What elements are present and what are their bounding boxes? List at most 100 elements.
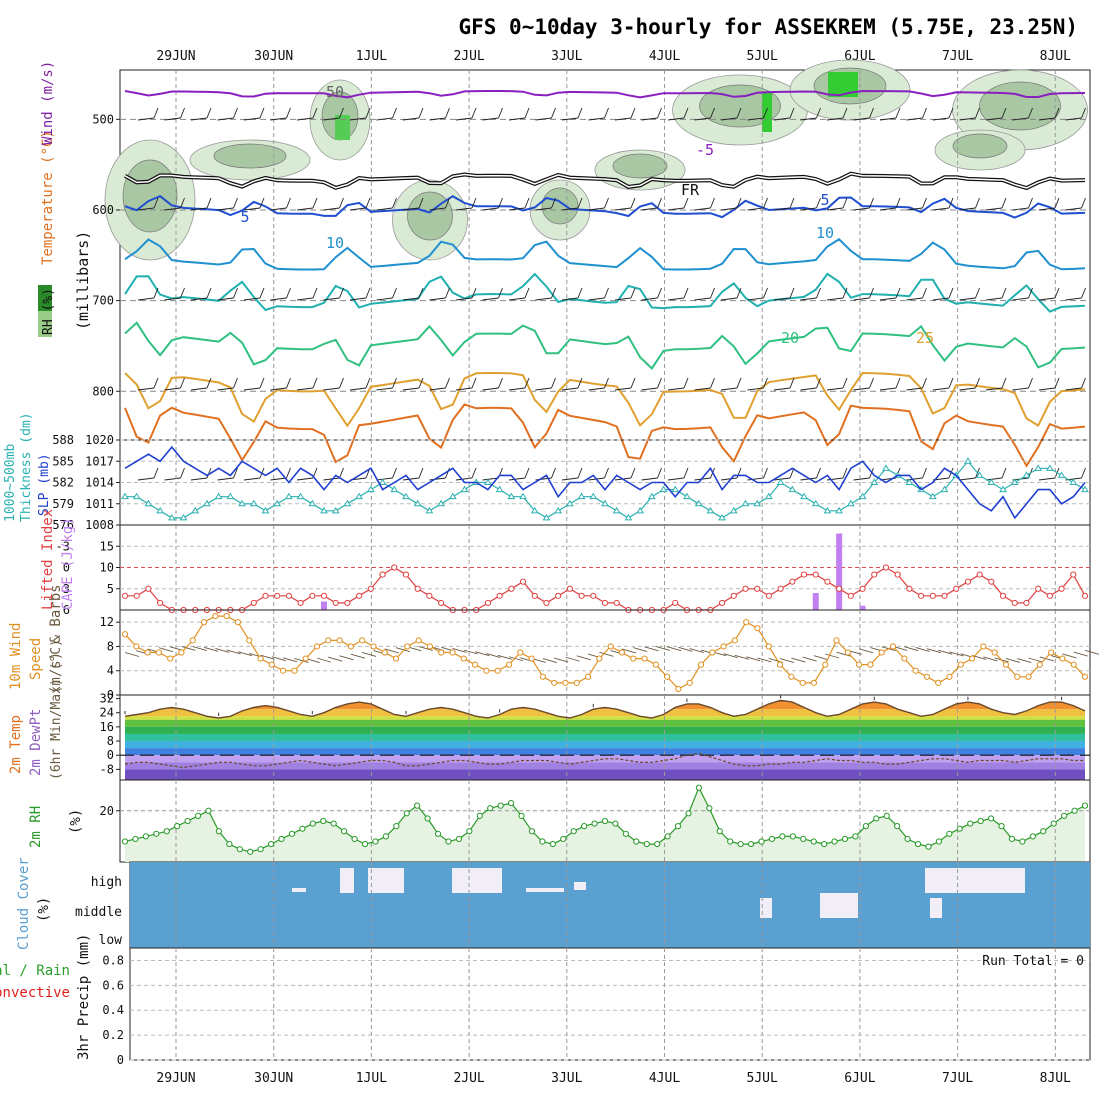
wind-barb [959,117,976,121]
thickness-marker [987,478,996,485]
wind-barb-10m [791,657,806,663]
wind-barb [270,387,287,391]
wind-barb [190,387,208,391]
wind-speed-marker [788,673,795,680]
wind-barb-flag [1028,107,1033,119]
thickness-marker [975,471,984,478]
wind-barb-flag [153,287,159,299]
rh2m-marker [612,820,619,827]
wind-barb [853,297,870,301]
y-tick-label: 800 [92,384,114,398]
wind-speed-marker [381,649,388,656]
lifted-index-marker [1035,585,1042,592]
wind-barb-flag [1001,287,1007,299]
wind-barb [508,297,526,301]
wind-barb [614,387,632,391]
rh2m-marker [1029,833,1036,840]
wind-speed-marker [754,625,761,632]
wind-barb-10m [395,647,411,653]
rh2m-marker [633,838,640,845]
wind-barb-flag [657,467,662,479]
rh2m-marker [518,812,525,819]
wind-barb [800,117,817,121]
wind-barb [561,387,579,391]
y-tick-label: 4 [107,664,114,678]
rh2m-marker [1081,802,1089,809]
thickness-marker [706,506,715,514]
wind-speed-marker [652,661,659,668]
wind-barb [694,387,711,391]
lifted-index-marker [800,571,808,578]
lifted-index-marker [344,599,351,607]
wind-barb-flag [630,107,636,119]
wind-barb-flag [233,107,238,119]
thickness-marker [589,492,598,500]
wind-barb [429,297,446,301]
wind-barb [137,477,155,481]
wind-barb [773,207,791,211]
wind-barb [1065,117,1082,121]
thickness-marker [413,499,422,507]
lifted-index-marker [332,599,339,607]
rh2m-marker [674,823,682,830]
lifted-index-marker [1046,592,1053,599]
wind-barb-flag [736,197,742,209]
thickness-marker [425,506,434,514]
wind-barb-10m [1039,656,1054,662]
wind-barb [853,477,870,481]
rh2m-marker [716,828,723,835]
wind-barb-flag [657,377,662,389]
wind-speed-marker [121,631,129,638]
rh2m-marker [706,805,713,812]
wind-speed-marker [607,643,614,650]
isotherm-20 [124,321,1086,370]
wind-barb-10m [655,646,670,651]
rh2m-marker [946,830,953,837]
wind-barb-flag [153,197,159,209]
thickness-marker [249,499,258,507]
rh2m-marker [1071,807,1078,814]
cape-bar [321,601,328,610]
rh2m-marker [132,835,139,843]
wind-barb-flag [789,287,795,299]
wind-barb-flag [551,377,556,389]
temp-band [125,716,1085,720]
rh2m-marker [497,802,504,809]
date-tick-top: 8JUL [1040,49,1071,64]
wind-speed-marker [675,685,682,693]
rh2m-marker [998,823,1005,830]
thickness-marker [507,492,516,500]
wind-barb-flag [392,377,397,389]
thickness-marker [495,485,504,493]
thickness-marker [940,485,949,493]
temp-band [125,726,1085,734]
thickness-marker [308,499,317,507]
wind-barb-flag [975,287,980,299]
thickness-marker [882,464,890,471]
p7-b-label: (%) [36,897,52,922]
wind-barb [826,387,844,391]
cloud-cell [930,898,942,918]
thickness-marker [156,506,165,514]
wind-speed-marker [584,673,592,680]
wind-barb [641,297,658,301]
wind-barb [985,477,1003,481]
wind-barb-flag [418,377,424,389]
wind-barb-flag [736,467,742,479]
rh2m-marker [747,840,755,848]
wind-speed-marker [528,655,535,662]
wind-barb-flag [153,467,159,479]
p3-cape-label: CAPE (J/kg) [60,517,76,610]
wind-barb-10m [565,656,580,662]
rh2m-marker [1040,828,1047,835]
thickness-marker [811,499,820,507]
wind-speed-marker [539,673,546,680]
rh2m-marker [852,833,859,840]
wind-barb-flag [445,467,450,479]
wind-barb [561,297,579,301]
wind-barb [164,207,181,211]
cloud-cell [292,888,306,892]
rh-colorbar-light [38,311,52,337]
isotherm-30 [124,403,1086,468]
dewpoint-line [124,752,1085,769]
